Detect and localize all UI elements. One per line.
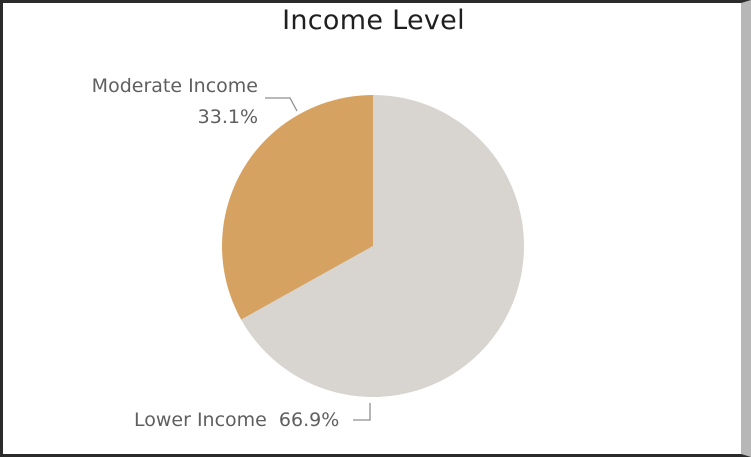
slice-datalabel-lower-income: Lower Income 66.9% <box>134 409 339 431</box>
slice-percent-lower-income: 66.9% <box>279 409 339 431</box>
slice-label-moderate-income: Moderate Income <box>92 75 258 97</box>
pie-slice-lower-income[interactable] <box>241 95 525 398</box>
leader-line-moderate-income <box>265 97 298 112</box>
slice-percent-moderate-income: 33.1% <box>198 106 258 128</box>
leader-line-lower-income <box>353 403 371 421</box>
pie-slice-moderate-income[interactable] <box>222 95 373 320</box>
slice-label-lower-income: Lower Income <box>134 409 267 431</box>
chart-title: Income Level <box>282 5 465 36</box>
